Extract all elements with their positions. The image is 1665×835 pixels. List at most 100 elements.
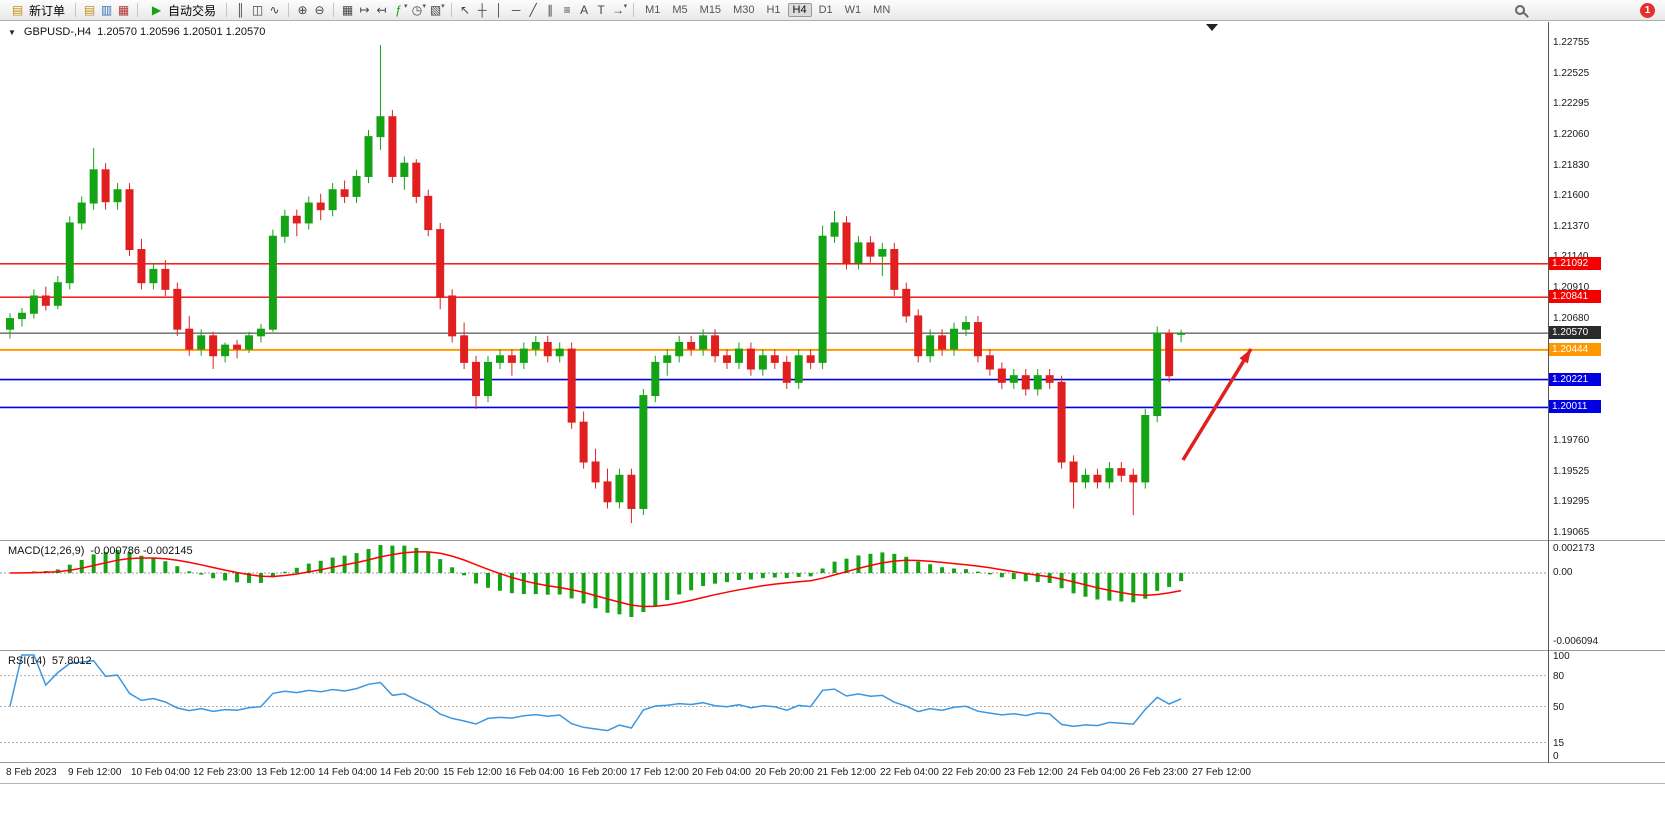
time-axis-label: 26 Feb 23:00 xyxy=(1129,767,1188,778)
search-icon[interactable] xyxy=(1515,5,1525,15)
candle-body xyxy=(842,222,851,264)
dropdown-caret[interactable]: ▾ xyxy=(422,2,427,10)
candle-body xyxy=(531,341,540,350)
candle-body xyxy=(818,235,827,363)
drawn-arrow-head[interactable] xyxy=(1239,349,1251,364)
templates-icon[interactable]: ▧ xyxy=(429,2,442,17)
candle-body xyxy=(185,328,194,350)
price-axis-label: 1.19295 xyxy=(1553,496,1590,507)
candlestick-chart-icon[interactable]: ◫ xyxy=(251,2,264,17)
rsi-indicator-label: RSI(14) xyxy=(8,655,46,667)
dropdown-caret[interactable]: ▾ xyxy=(623,2,628,10)
rsi-indicator-value: 57.8012 xyxy=(51,655,92,667)
time-axis-label: 16 Feb 04:00 xyxy=(505,767,564,778)
candle-body xyxy=(280,215,289,237)
arrows-icon[interactable]: → xyxy=(612,2,625,17)
fibonacci-icon[interactable]: ≡ xyxy=(563,2,571,17)
timeframe-mn[interactable]: MN xyxy=(873,4,891,16)
text-icon[interactable]: A xyxy=(580,2,589,17)
pane-separator[interactable] xyxy=(0,540,1665,541)
pane-separator[interactable] xyxy=(0,762,1665,763)
bar-chart-icon[interactable]: ║ xyxy=(236,2,245,17)
chart-shift-icon[interactable]: ↤ xyxy=(376,2,387,17)
candle-body xyxy=(1117,468,1126,476)
price-axis-label: 1.21830 xyxy=(1553,160,1590,171)
timeframe-h4[interactable]: H4 xyxy=(787,3,812,17)
time-axis-label: 21 Feb 12:00 xyxy=(817,767,876,778)
label-icon[interactable]: T xyxy=(597,2,605,17)
trendline-icon[interactable]: ╱ xyxy=(529,2,537,17)
candle-body xyxy=(591,461,600,483)
macd-axis-label: -0.006094 xyxy=(1553,636,1599,647)
candle-body xyxy=(292,215,301,224)
auto-scroll-icon[interactable]: ↦ xyxy=(359,2,370,17)
rsi-axis-label: 100 xyxy=(1553,651,1570,662)
horizontal-line-icon[interactable]: ─ xyxy=(511,2,521,17)
tile-windows-icon[interactable]: ▦ xyxy=(341,2,354,17)
line-chart-icon[interactable]: ∿ xyxy=(269,2,280,17)
candle-body xyxy=(1045,375,1054,383)
autotrading-button[interactable]: ▶ 自动交易 xyxy=(143,1,221,20)
price-axis-label: 1.22060 xyxy=(1553,129,1590,140)
timeframe-m30[interactable]: M30 xyxy=(733,4,755,16)
price-axis-label: 1.22525 xyxy=(1553,68,1590,79)
time-axis-label: 22 Feb 04:00 xyxy=(880,767,939,778)
candle-body xyxy=(304,202,313,224)
macd-axis: 0.002173 0.00 -0.006094 xyxy=(1549,541,1665,650)
candle-body xyxy=(460,335,469,363)
candle-body xyxy=(77,202,86,224)
candle-body xyxy=(519,348,528,363)
timeframe-w1[interactable]: W1 xyxy=(844,4,862,16)
indicators-icon[interactable]: ƒ xyxy=(395,2,402,17)
notification-badge[interactable]: 1 xyxy=(1640,2,1655,18)
time-axis-label: 23 Feb 12:00 xyxy=(1004,767,1063,778)
dropdown-caret[interactable]: ▾ xyxy=(441,2,445,10)
market-watch-icon[interactable]: ▦ xyxy=(117,2,130,17)
candle-body xyxy=(484,361,492,397)
zoom-out-icon[interactable]: ⊖ xyxy=(314,2,325,17)
new-chart-icon[interactable]: ▤ xyxy=(83,2,96,17)
candle-body xyxy=(1177,332,1186,335)
drawn-arrow[interactable] xyxy=(1181,348,1253,461)
timeframe-d1[interactable]: D1 xyxy=(818,4,833,16)
profiles-icon[interactable]: ▥ xyxy=(100,2,113,17)
timeframe-m15[interactable]: M15 xyxy=(699,4,722,16)
price-chart-canvas[interactable] xyxy=(0,22,1548,540)
timeframe-m5[interactable]: M5 xyxy=(672,4,688,16)
candle-body xyxy=(1165,332,1174,377)
macd-panel-canvas[interactable] xyxy=(0,541,1548,650)
dropdown-caret[interactable]: ▾ xyxy=(404,2,408,10)
candle-body xyxy=(950,328,959,350)
periodicity-icon[interactable]: ◷ xyxy=(411,2,423,17)
timeframe-m1[interactable]: M1 xyxy=(645,4,661,16)
timeframe-bar: M1 M5 M15 M30 H1 H4 D1 W1 MN xyxy=(639,3,896,17)
zoom-in-icon[interactable]: ⊕ xyxy=(297,2,308,17)
price-axis-label: 1.19760 xyxy=(1553,435,1590,446)
rsi-panel-canvas[interactable] xyxy=(0,651,1548,762)
new-order-button[interactable]: ▤ 新订单 xyxy=(4,1,70,20)
chart-shift-marker[interactable] xyxy=(1206,24,1218,31)
candle-body xyxy=(268,235,277,330)
candle-body xyxy=(878,249,887,257)
candle-body xyxy=(161,268,170,290)
macd-axis-label: 0.00 xyxy=(1553,567,1573,578)
price-axis-label: 1.19525 xyxy=(1553,466,1590,477)
timeframe-h1[interactable]: H1 xyxy=(766,4,781,16)
candle-body xyxy=(770,355,779,363)
chart-collapse-icon[interactable]: ▼ xyxy=(8,27,16,37)
candle-body xyxy=(53,282,62,306)
vertical-line-icon[interactable]: │ xyxy=(495,2,503,17)
candle-body xyxy=(687,341,696,350)
toolbar-separator xyxy=(288,3,290,17)
candle-body xyxy=(543,341,552,357)
candle-body xyxy=(125,189,134,251)
channel-icon[interactable]: ∥ xyxy=(547,2,554,17)
candle-body xyxy=(101,169,110,203)
crosshair-icon[interactable]: ┼ xyxy=(477,2,487,17)
pane-separator[interactable] xyxy=(0,650,1665,651)
cursor-icon[interactable]: ↖ xyxy=(460,2,471,17)
candle-body xyxy=(555,348,564,357)
candle-body xyxy=(41,295,50,306)
candle-body xyxy=(388,116,397,177)
candle-body xyxy=(615,474,624,503)
